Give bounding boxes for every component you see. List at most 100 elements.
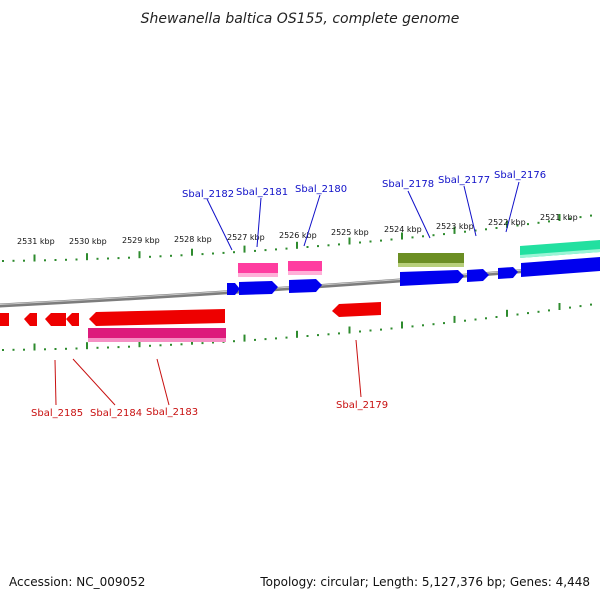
major-tick bbox=[401, 232, 403, 240]
gene-label-sbal-2177[interactable]: Sbal_2177 bbox=[438, 175, 490, 186]
gene-arrow-forward[interactable] bbox=[227, 283, 240, 295]
minor-tick bbox=[180, 343, 183, 346]
gene-arrow-forward[interactable] bbox=[239, 281, 278, 295]
major-tick bbox=[191, 248, 193, 256]
gene-arrow-reverse[interactable] bbox=[89, 309, 225, 326]
minor-tick bbox=[590, 303, 592, 306]
minor-tick bbox=[411, 325, 414, 328]
minor-tick bbox=[117, 346, 120, 349]
minor-tick bbox=[474, 229, 477, 232]
kbp-label: 2530 kbp bbox=[69, 237, 107, 246]
minor-tick bbox=[527, 223, 529, 226]
minor-tick bbox=[359, 241, 361, 244]
gene-arrow-forward[interactable] bbox=[400, 270, 464, 286]
major-tick bbox=[33, 343, 36, 351]
gene-label-sbal-2180[interactable]: Sbal_2180 bbox=[295, 184, 347, 195]
minor-tick bbox=[390, 238, 393, 241]
gene-arrow-reverse[interactable] bbox=[66, 313, 79, 326]
minor-tick bbox=[579, 216, 582, 219]
minor-tick bbox=[54, 259, 57, 261]
gene-arrow-reverse[interactable] bbox=[332, 302, 381, 317]
feature-block-pink[interactable] bbox=[288, 271, 322, 275]
minor-tick bbox=[159, 255, 162, 258]
minor-tick bbox=[369, 240, 372, 243]
minor-tick bbox=[411, 236, 414, 239]
feature-block-magenta[interactable] bbox=[88, 338, 226, 342]
feature-block-olive[interactable] bbox=[398, 263, 464, 267]
minor-tick bbox=[128, 345, 130, 348]
gene-arrow-reverse[interactable] bbox=[24, 313, 37, 326]
gene-label-sbal-2181[interactable]: Sbal_2181 bbox=[236, 187, 288, 198]
minor-tick bbox=[516, 224, 519, 227]
minor-tick bbox=[159, 344, 162, 347]
minor-tick bbox=[170, 254, 172, 257]
minor-tick bbox=[464, 319, 466, 322]
minor-tick bbox=[327, 244, 330, 247]
accession-text: Accession: NC_009052 bbox=[9, 575, 145, 589]
major-tick bbox=[33, 254, 36, 262]
top-label-connectors bbox=[206, 181, 520, 251]
kbp-scale-labels: 2531 kbp 2530 kbp 2529 kbp 2528 kbp 2527… bbox=[17, 213, 578, 246]
kbp-label: 2525 kbp bbox=[331, 228, 369, 237]
bottom-label-connectors bbox=[54, 339, 362, 406]
major-tick bbox=[401, 321, 403, 329]
gene-label-sbal-2184[interactable]: Sbal_2184 bbox=[90, 408, 142, 419]
minor-tick bbox=[201, 253, 204, 256]
gene-arrow-forward[interactable] bbox=[521, 257, 600, 277]
minor-tick bbox=[338, 332, 340, 335]
gene-label-sbal-2185[interactable]: Sbal_2185 bbox=[31, 408, 83, 419]
minor-tick bbox=[233, 340, 235, 343]
major-tick bbox=[243, 245, 246, 253]
minor-tick bbox=[12, 259, 15, 262]
minor-tick bbox=[44, 259, 46, 262]
minor-tick bbox=[75, 258, 78, 261]
minor-tick bbox=[537, 310, 540, 313]
kbp-label: 2531 kbp bbox=[17, 237, 55, 246]
minor-tick bbox=[380, 328, 382, 331]
gene-arrow-forward[interactable] bbox=[467, 269, 489, 282]
top-gene-labels: Sbal_2182 Sbal_2181 Sbal_2180 Sbal_2178 … bbox=[182, 170, 546, 200]
minor-tick bbox=[569, 217, 571, 220]
major-tick bbox=[506, 309, 508, 317]
minor-tick bbox=[2, 260, 4, 262]
major-tick bbox=[138, 340, 141, 348]
kbp-label: 2529 kbp bbox=[122, 236, 160, 245]
minor-tick bbox=[65, 258, 67, 261]
major-tick bbox=[348, 237, 351, 245]
minor-tick bbox=[432, 234, 435, 237]
minor-tick bbox=[254, 249, 256, 252]
gene-arrow-forward[interactable] bbox=[289, 279, 322, 293]
forward-strand-genes bbox=[227, 257, 600, 295]
minor-tick bbox=[107, 346, 109, 349]
minor-tick bbox=[527, 312, 529, 315]
major-tick bbox=[138, 251, 141, 259]
minor-tick bbox=[128, 256, 130, 259]
gene-arrow-forward[interactable] bbox=[498, 267, 518, 279]
minor-tick bbox=[149, 344, 151, 347]
minor-tick bbox=[285, 247, 288, 250]
minor-tick bbox=[285, 336, 288, 339]
minor-tick bbox=[485, 228, 487, 231]
gene-label-sbal-2182[interactable]: Sbal_2182 bbox=[182, 189, 234, 200]
minor-tick bbox=[327, 333, 330, 336]
major-tick bbox=[86, 342, 88, 350]
minor-tick bbox=[495, 227, 498, 229]
gene-label-sbal-2179[interactable]: Sbal_2179 bbox=[336, 400, 388, 411]
minor-tick bbox=[96, 257, 99, 260]
major-tick bbox=[506, 220, 508, 228]
gene-arrow-reverse[interactable] bbox=[0, 313, 9, 326]
gene-label-sbal-2183[interactable]: Sbal_2183 bbox=[146, 407, 198, 418]
gene-label-sbal-2176[interactable]: Sbal_2176 bbox=[494, 170, 546, 181]
minor-tick bbox=[275, 337, 277, 340]
minor-tick bbox=[306, 246, 309, 248]
minor-tick bbox=[149, 255, 151, 258]
minor-tick bbox=[44, 348, 46, 351]
gene-label-sbal-2178[interactable]: Sbal_2178 bbox=[382, 179, 434, 190]
feature-block-pink[interactable] bbox=[238, 273, 278, 277]
minor-tick bbox=[54, 348, 57, 350]
minor-tick bbox=[569, 306, 571, 309]
minor-tick bbox=[201, 342, 204, 345]
gene-arrow-reverse[interactable] bbox=[45, 313, 66, 326]
minor-tick bbox=[264, 249, 267, 252]
kbp-label: 2522 kbp bbox=[488, 218, 526, 227]
